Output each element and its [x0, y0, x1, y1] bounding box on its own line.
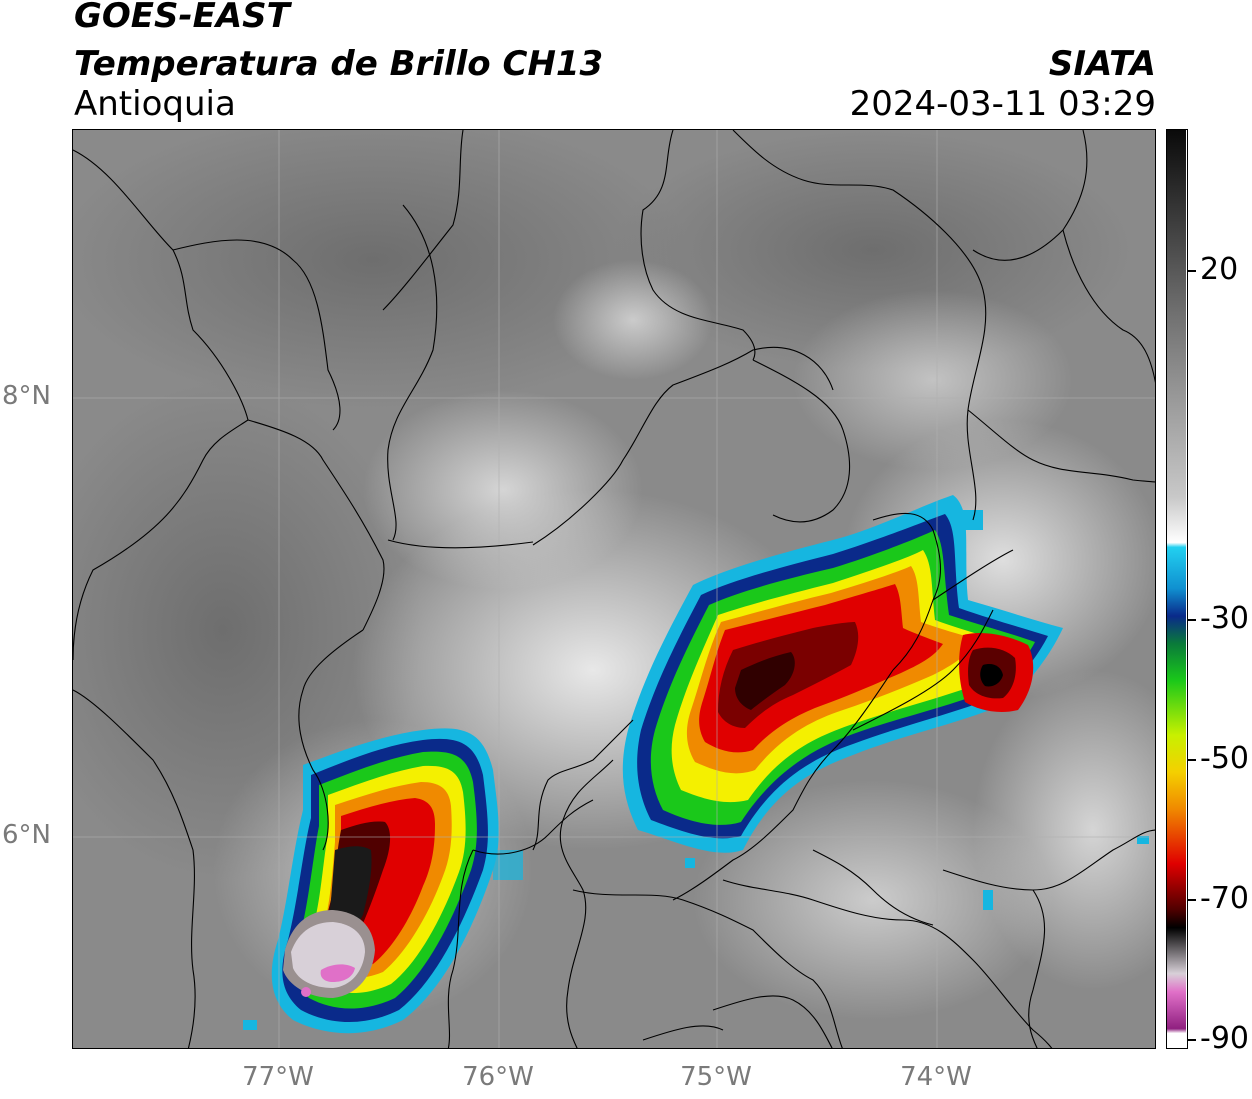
- colorbar-tick-20: [1188, 270, 1196, 272]
- storm-cell-southwest: [271, 728, 499, 1034]
- colorbar-label-minus50: -50: [1200, 741, 1249, 776]
- colorbar-label-minus90: -90: [1200, 1021, 1249, 1056]
- region-label: Antioquia: [74, 84, 236, 124]
- product-title: Temperatura de Brillo CH13: [74, 44, 604, 84]
- colorbar-label-minus70: -70: [1200, 881, 1249, 916]
- colorbar-tick-minus30: [1188, 619, 1196, 621]
- latitude-label-6n: 6°N: [2, 820, 51, 850]
- colorbar-tick-minus70: [1188, 899, 1196, 901]
- satellite-title: GOES-EAST: [74, 0, 290, 36]
- longitude-label-76w: 76°W: [462, 1062, 534, 1092]
- colorbar-gradient: [1167, 130, 1186, 1047]
- latitude-label-8n: 8°N: [2, 381, 51, 411]
- colorbar-label-20: 20: [1200, 252, 1239, 287]
- temperature-colorbar: [1166, 129, 1188, 1049]
- organization-label: SIATA: [1048, 44, 1156, 84]
- longitude-label-74w: 74°W: [900, 1062, 972, 1092]
- satellite-map: [72, 129, 1156, 1049]
- longitude-label-75w: 75°W: [680, 1062, 752, 1092]
- administrative-borders: [73, 130, 1155, 1048]
- colorbar-tick-minus50: [1188, 759, 1196, 761]
- longitude-label-77w: 77°W: [242, 1062, 314, 1092]
- colorbar-label-minus30: -30: [1200, 601, 1249, 636]
- datetime-label: 2024-03-11 03:29: [849, 84, 1156, 124]
- map-canvas: [73, 130, 1155, 1048]
- colorbar-tick-minus90: [1188, 1039, 1196, 1041]
- storm-cell-east: [622, 495, 1063, 853]
